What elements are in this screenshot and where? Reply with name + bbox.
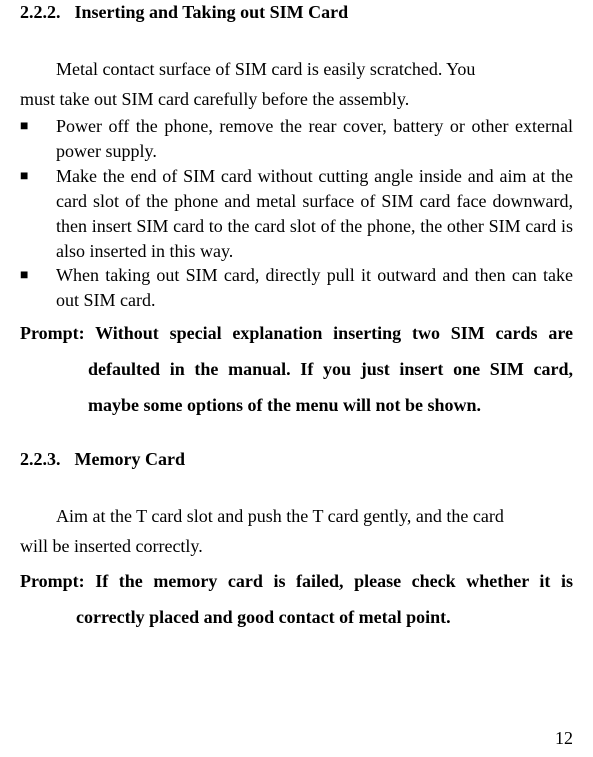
section-title: Memory Card (75, 449, 185, 469)
bullet-list: ■ Power off the phone, remove the rear c… (20, 114, 573, 313)
square-bullet-icon: ■ (20, 167, 28, 186)
section-number: 2.2.3. (20, 449, 61, 469)
page-number: 12 (555, 728, 573, 749)
list-item-text: When taking out SIM card, directly pull … (56, 265, 573, 310)
list-item: ■ When taking out SIM card, directly pul… (20, 263, 573, 313)
section-heading-222: 2.2.2. Inserting and Taking out SIM Card (20, 2, 573, 23)
section-title: Inserting and Taking out SIM Card (75, 2, 349, 22)
list-item-text: Power off the phone, remove the rear cov… (56, 116, 573, 161)
intro-paragraph-223-line1: Aim at the T card slot and push the T ca… (20, 502, 573, 532)
intro-paragraph-223-line2: will be inserted correctly. (20, 532, 573, 562)
list-item-text: Make the end of SIM card without cutting… (56, 166, 573, 260)
intro-paragraph-line1: Metal contact surface of SIM card is eas… (20, 55, 573, 85)
prompt-text-222: Prompt: Without special explanation inse… (20, 315, 573, 423)
prompt-text-223: Prompt: If the memory card is failed, pl… (20, 563, 573, 635)
list-item: ■ Make the end of SIM card without cutti… (20, 164, 573, 263)
square-bullet-icon: ■ (20, 117, 28, 136)
square-bullet-icon: ■ (20, 266, 28, 285)
list-item: ■ Power off the phone, remove the rear c… (20, 114, 573, 164)
intro-paragraph-line2: must take out SIM card carefully before … (20, 85, 573, 115)
section-heading-223: 2.2.3. Memory Card (20, 449, 573, 470)
section-number: 2.2.2. (20, 2, 61, 22)
